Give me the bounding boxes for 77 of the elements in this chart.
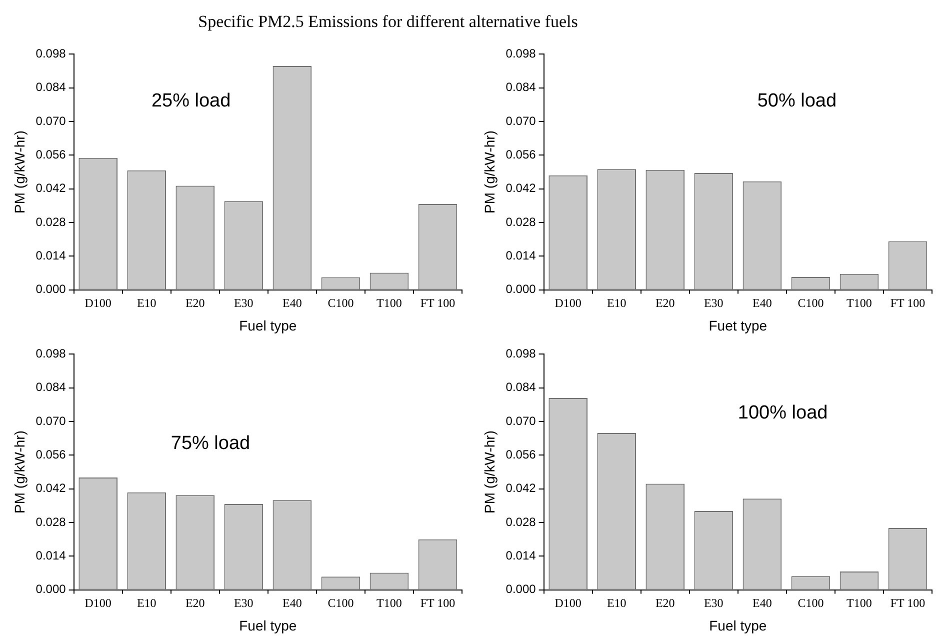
x-tick-label: E20 <box>185 596 205 610</box>
annotation: 75% load <box>170 432 250 454</box>
y-tick-label: 0.084 <box>506 80 536 94</box>
x-tick-label: C100 <box>798 596 824 610</box>
y-tick-label: 0.070 <box>36 414 66 428</box>
x-tick-label: FT 100 <box>420 296 456 310</box>
y-tick-label: 0.042 <box>506 481 536 496</box>
x-tick-label: FT 100 <box>890 596 926 610</box>
y-tick-label: 0.098 <box>36 46 66 61</box>
x-axis-title: Fuet type <box>708 317 768 334</box>
y-tick-label: 0.084 <box>506 380 536 394</box>
y-tick-label: 0.000 <box>36 582 66 596</box>
x-tick-label: D100 <box>84 296 112 310</box>
chart-title: Specific PM2.5 Emissions for different alternative fuels <box>197 12 579 32</box>
y-axis-title: PM (g/kW-hr) <box>11 430 28 514</box>
y-tick-label: 0.056 <box>506 447 536 462</box>
y-tick-label: 0.000 <box>36 282 66 296</box>
x-tick-label: E40 <box>282 296 302 310</box>
y-tick-label: 0.042 <box>506 181 536 196</box>
y-tick-label: 0.028 <box>36 514 66 529</box>
x-tick-label: E30 <box>234 296 254 310</box>
y-tick-label: 0.084 <box>36 380 66 394</box>
y-tick-label: 0.014 <box>506 548 536 562</box>
y-tick-label: 0.070 <box>36 114 66 128</box>
y-tick-label: 0.070 <box>506 414 536 428</box>
x-tick-label: C100 <box>328 596 354 610</box>
x-tick-label: T100 <box>846 296 872 310</box>
y-tick-label: 0.014 <box>36 548 66 562</box>
x-tick-label: E40 <box>752 596 772 610</box>
x-tick-label: E30 <box>704 596 724 610</box>
y-tick-label: 0.042 <box>36 181 66 196</box>
y-tick-label: 0.084 <box>36 80 66 94</box>
x-tick-label: E10 <box>606 596 626 610</box>
y-axis-title: PM (g/kW-hr) <box>481 130 498 214</box>
annotation: 100% load <box>738 402 828 424</box>
x-tick-label: E20 <box>655 596 675 610</box>
x-tick-label: FT 100 <box>420 596 456 610</box>
x-tick-label: E40 <box>282 596 302 610</box>
x-tick-label: D100 <box>554 596 582 610</box>
x-axis-title: Fuel type <box>239 317 297 334</box>
y-tick-label: 0.070 <box>506 114 536 128</box>
x-tick-label: E40 <box>752 296 772 310</box>
y-tick-label: 0.056 <box>36 147 66 162</box>
x-tick-label: T100 <box>376 596 402 610</box>
x-axis-title: Fuel type <box>709 617 767 634</box>
x-tick-label: E30 <box>704 296 724 310</box>
y-tick-label: 0.000 <box>506 282 536 296</box>
y-tick-label: 0.014 <box>36 248 66 262</box>
y-axis-title: PM (g/kW-hr) <box>481 430 498 514</box>
y-tick-label: 0.028 <box>36 214 66 229</box>
y-tick-label: 0.098 <box>506 346 536 361</box>
y-tick-label: 0.098 <box>36 346 66 361</box>
y-tick-label: 0.056 <box>36 447 66 462</box>
y-tick-label: 0.014 <box>506 248 536 262</box>
x-tick-label: E10 <box>606 296 626 310</box>
x-tick-label: E20 <box>655 296 675 310</box>
x-tick-label: C100 <box>798 296 824 310</box>
y-tick-label: 0.056 <box>506 147 536 162</box>
y-tick-label: 0.000 <box>506 582 536 596</box>
y-tick-label: 0.098 <box>506 46 536 61</box>
x-tick-label: D100 <box>554 296 582 310</box>
x-tick-label: E20 <box>185 296 205 310</box>
x-tick-label: C100 <box>328 296 354 310</box>
annotation: 50% load <box>757 90 837 112</box>
y-tick-label: 0.028 <box>506 214 536 229</box>
x-tick-label: E30 <box>234 596 254 610</box>
y-tick-label: 0.028 <box>506 514 536 529</box>
x-tick-label: FT 100 <box>890 296 926 310</box>
x-tick-label: E10 <box>136 296 156 310</box>
x-axis-title: Fuel type <box>239 617 297 634</box>
x-tick-label: E10 <box>136 596 156 610</box>
y-axis-title: PM (g/kW-hr) <box>11 130 28 214</box>
x-tick-label: T100 <box>376 296 402 310</box>
annotation: 25% load <box>151 90 231 112</box>
x-tick-label: T100 <box>846 596 872 610</box>
x-tick-label: D100 <box>84 596 112 610</box>
y-tick-label: 0.042 <box>36 481 66 496</box>
